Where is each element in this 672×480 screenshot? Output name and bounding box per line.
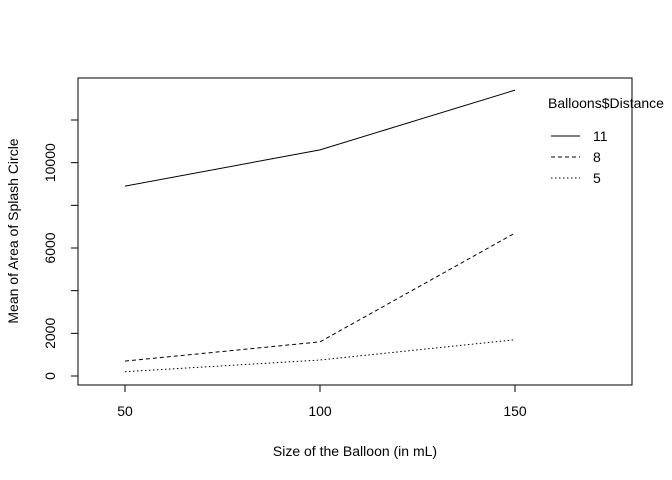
y-tick-label: 2000 <box>42 318 58 349</box>
x-tick-label: 50 <box>117 403 133 419</box>
x-axis-label: Size of the Balloon (in mL) <box>273 443 437 459</box>
legend: Balloons$Distance 11 8 5 <box>548 95 664 186</box>
series-line-5 <box>124 339 516 373</box>
y-axis: 0 2000 6000 10000 <box>42 119 79 380</box>
x-tick-label: 100 <box>308 403 332 419</box>
legend-label-5: 5 <box>593 170 601 186</box>
legend-label-11: 11 <box>593 128 608 144</box>
y-tick-label: 0 <box>42 372 58 380</box>
y-axis-label: Mean of Area of Splash Circle <box>5 138 21 323</box>
series-line-8 <box>124 232 516 362</box>
x-axis: 50 100 150 <box>117 384 527 419</box>
x-tick-label: 150 <box>503 403 527 419</box>
plot-frame <box>77 77 633 386</box>
legend-title: Balloons$Distance <box>548 95 664 111</box>
y-tick-label: 6000 <box>42 232 58 263</box>
legend-label-8: 8 <box>593 149 601 165</box>
y-tick-label: 10000 <box>42 143 58 182</box>
series-line-11 <box>124 89 516 187</box>
series-lines <box>124 89 516 373</box>
